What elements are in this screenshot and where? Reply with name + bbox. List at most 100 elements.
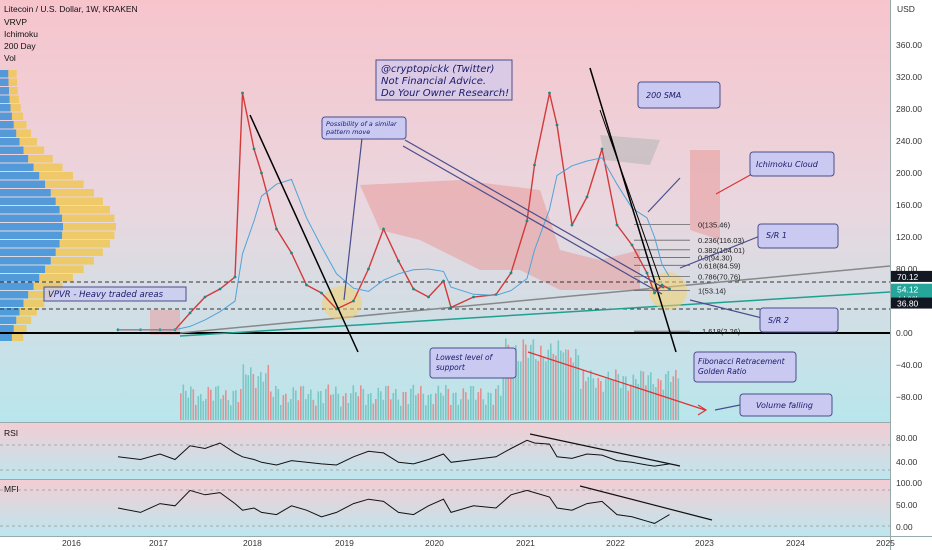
- price-tick: −80.00: [896, 392, 923, 402]
- time-axis-ticks[interactable]: 2016 2017 2018 2019 2020 2021 2022 2023 2024 2025: [62, 538, 895, 548]
- price-point: [472, 295, 475, 299]
- volume-bar: [320, 391, 322, 420]
- volume-bar: [620, 387, 622, 420]
- volume-bar: [277, 389, 280, 420]
- volume-bar: [570, 357, 572, 420]
- volume-bar: [607, 371, 610, 420]
- volume-bar: [362, 388, 365, 420]
- volume-bar: [525, 344, 527, 420]
- vpvr-bar-up: [0, 78, 9, 86]
- year-tick: 2020: [425, 538, 444, 548]
- volume-bar: [567, 349, 570, 420]
- volume-bar: [260, 372, 262, 420]
- vpvr-bar-up: [0, 95, 10, 103]
- volume-bar: [322, 403, 325, 420]
- vpvr-bar-up: [0, 274, 40, 282]
- price-line: [118, 92, 670, 331]
- volume-bar: [505, 338, 507, 420]
- volume-bar: [652, 384, 655, 420]
- volume-bar: [202, 400, 205, 420]
- volume-bar: [487, 392, 490, 420]
- volume-bar: [407, 404, 410, 420]
- volume-bar: [440, 392, 442, 420]
- volume-bar: [382, 399, 385, 420]
- vpvr-bar-up: [0, 240, 60, 248]
- price-point: [320, 291, 323, 295]
- indicator-vol[interactable]: Vol: [4, 53, 16, 63]
- volume-bar: [335, 386, 337, 420]
- volume-bar: [187, 397, 190, 420]
- volume-bar: [342, 396, 345, 420]
- vpvr-bar-up: [0, 70, 9, 78]
- volume-bar: [412, 384, 415, 420]
- volume-bar: [307, 394, 310, 420]
- fib-level-label: 0.382(104.01): [698, 246, 745, 255]
- volume-bar: [380, 391, 382, 420]
- vpvr-bar-up: [0, 112, 12, 120]
- svg-text:Fibonacci Retracement: Fibonacci Retracement: [698, 357, 786, 366]
- price-badge: [891, 270, 932, 282]
- volume-bar: [192, 389, 195, 420]
- vpvr-bar-up: [0, 121, 14, 129]
- downtrend-line-2021: [589, 67, 677, 353]
- vpvr-bar-down: [45, 265, 84, 273]
- vpvr-bar-up: [0, 129, 17, 137]
- volume-bar: [205, 398, 207, 420]
- vpvr-bar-up: [0, 265, 46, 273]
- volume-bar: [540, 345, 542, 420]
- vpvr-bar-up: [0, 172, 40, 180]
- volume-bar: [442, 395, 445, 420]
- cloud-red-early: [150, 310, 180, 335]
- volume-bar: [475, 399, 477, 420]
- volume-bar: [537, 360, 540, 420]
- indicator-ichimoku[interactable]: Ichimoku: [4, 29, 38, 39]
- volume-bar: [495, 388, 497, 420]
- volume-bar: [395, 388, 397, 420]
- year-tick: 2016: [62, 538, 81, 548]
- volume-bar: [332, 394, 335, 420]
- vpvr-bar-down: [55, 248, 103, 256]
- price-point: [442, 279, 445, 283]
- fibonacci-retracement: 0(135.46) 0.236(116.03)0.382(104.01)0.5(9…: [634, 221, 745, 336]
- volume-bar: [547, 349, 550, 420]
- volume-bar: [200, 394, 202, 420]
- volume-bar: [232, 390, 235, 420]
- volume-bar: [437, 385, 440, 420]
- volume-bar: [397, 399, 400, 420]
- volume-bar: [557, 340, 560, 420]
- vpvr-bar-down: [8, 78, 18, 86]
- volume-bar: [365, 404, 367, 420]
- volume-bar: [300, 386, 302, 420]
- vpvr-bar-down: [16, 316, 32, 324]
- indicator-vrvp[interactable]: VRVP: [4, 17, 27, 27]
- volume-bar: [597, 378, 600, 420]
- price-series: [116, 91, 671, 332]
- volume-bar: [610, 379, 612, 420]
- price-point: [660, 283, 664, 287]
- volume-bar: [312, 399, 315, 420]
- volume-bar: [387, 385, 390, 420]
- volume-bars: [180, 338, 680, 420]
- vpvr-bar-up: [0, 163, 34, 171]
- volume-bar: [572, 362, 575, 420]
- mfi-line: [117, 489, 670, 524]
- fib-level-label: 1.618(2.26): [702, 327, 741, 336]
- vpvr-bar-down: [59, 206, 110, 214]
- mfi-tick: 50.00: [896, 500, 918, 510]
- volume-bar: [582, 370, 585, 420]
- sr1-trendline: [179, 265, 891, 334]
- price-point: [188, 311, 192, 315]
- vpvr-bar-up: [0, 223, 63, 231]
- price-point: [367, 267, 370, 271]
- price-tick: 240.00: [896, 136, 922, 146]
- volume-bar: [415, 395, 417, 420]
- price-point: [600, 147, 604, 151]
- pattern-pointer: [343, 137, 363, 301]
- volume-bar: [237, 402, 240, 420]
- chart-title: Litecoin / U.S. Dollar, 1W, KRAKEN: [4, 4, 138, 14]
- volume-bar: [357, 396, 360, 420]
- volume-bar: [632, 374, 635, 420]
- rsi-trendline: [529, 433, 681, 467]
- indicator-200-day[interactable]: 200 Day: [4, 41, 36, 51]
